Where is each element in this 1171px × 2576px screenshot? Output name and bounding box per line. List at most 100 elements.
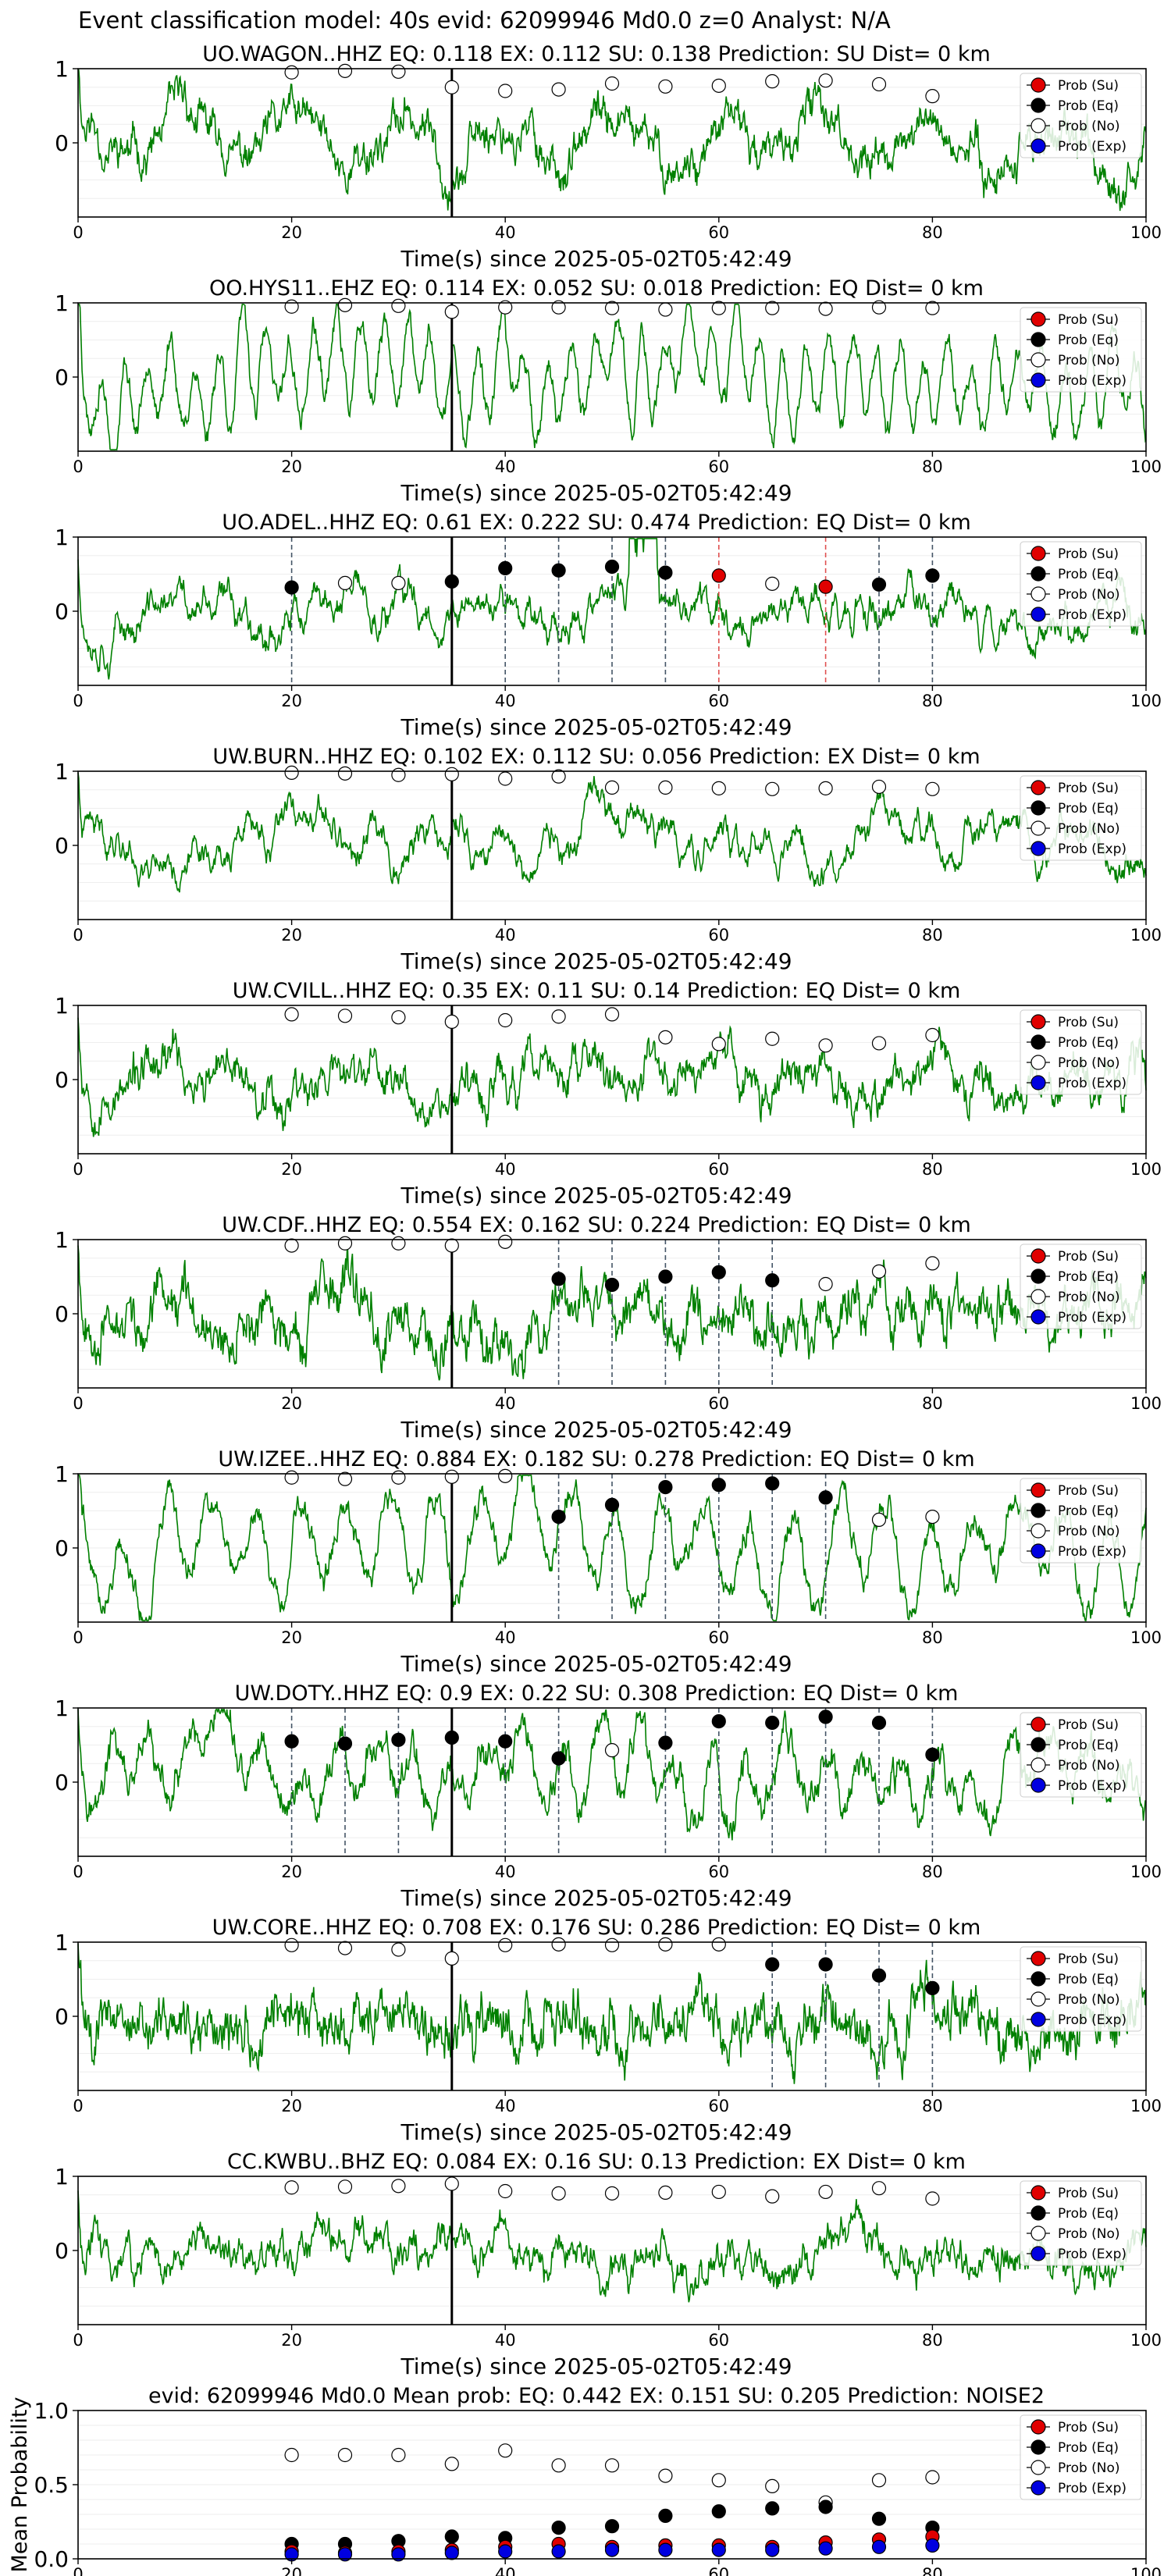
mean-prob-point-eq (871, 2511, 887, 2526)
mean-prob-point-exp (551, 2544, 566, 2559)
prob-marker-no (391, 1470, 406, 1485)
legend-box (1020, 1946, 1142, 2032)
prob-marker-no (925, 2191, 940, 2206)
x-tick-label: 40 (495, 2331, 516, 2350)
y-tick-label: 0 (55, 1770, 69, 1795)
y-tick-label: 0.5 (34, 2472, 69, 2498)
legend-label-exp: Prob (Exp) (1058, 2247, 1127, 2262)
prob-marker-no (337, 63, 353, 78)
mean-prob-point-eq (658, 2508, 673, 2523)
x-tick-label: 20 (281, 1160, 302, 1179)
legend-marker-no (1030, 820, 1046, 836)
prob-marker-no (284, 1470, 299, 1485)
x-tick-label: 20 (281, 2097, 302, 2115)
legend-label-no: Prob (No) (1058, 587, 1120, 603)
y-axis-label: Mean Probability (8, 2397, 32, 2573)
prob-marker-no (925, 89, 940, 104)
legend-label-exp: Prob (Exp) (1058, 2481, 1127, 2496)
y-tick-label: 1.0 (34, 2398, 69, 2424)
mean-prob-point-no (711, 2473, 726, 2488)
prob-marker-no (337, 1941, 353, 1955)
prob-marker-eq (604, 1497, 620, 1513)
x-tick-label: 60 (708, 1863, 729, 1881)
x-tick-label: 20 (281, 2565, 302, 2576)
panel-title: OO.HYS11..EHZ EQ: 0.114 EX: 0.052 SU: 0.… (209, 276, 984, 301)
x-tick-label: 100 (1130, 2331, 1162, 2350)
legend-label-su: Prob (Su) (1058, 781, 1119, 796)
x-tick-label: 0 (73, 926, 83, 945)
y-tick-label: 1 (55, 525, 69, 550)
prob-marker-no (284, 2180, 299, 2195)
x-tick-label: 0 (73, 1628, 83, 1647)
y-tick-label: 0 (55, 1535, 69, 1561)
prob-marker-no (284, 65, 299, 80)
mean-prob-point-exp (604, 2542, 620, 2557)
prob-marker-no (551, 82, 566, 97)
legend-box (1020, 2180, 1142, 2266)
prob-marker-eq (925, 1747, 940, 1762)
prob-marker-no (551, 1937, 566, 1952)
prob-marker-no (337, 2179, 353, 2194)
x-tick-label: 80 (922, 926, 943, 945)
legend-marker-eq (1030, 1503, 1046, 1518)
legend-marker-su (1030, 2419, 1046, 2435)
prob-marker-no (765, 74, 780, 89)
x-tick-label: 60 (708, 1628, 729, 1647)
prob-marker-no (925, 301, 940, 315)
y-tick-label: 1 (55, 759, 69, 785)
legend-label-no: Prob (No) (1058, 1992, 1120, 2008)
mean-prob-point-eq (765, 2501, 780, 2516)
mean-prob-point-eq (551, 2521, 566, 2535)
legend-label-eq: Prob (Eq) (1058, 1972, 1119, 1987)
prob-marker-eq (337, 1736, 353, 1751)
panel-title: UW.BURN..HHZ EQ: 0.102 EX: 0.112 SU: 0.0… (212, 745, 980, 769)
panel-title: UW.CDF..HHZ EQ: 0.554 EX: 0.162 SU: 0.22… (222, 1213, 971, 1237)
legend-marker-exp (1030, 1309, 1046, 1325)
legend-marker-su (1030, 2185, 1046, 2201)
prob-marker-no (604, 1743, 620, 1758)
prob-marker-eq (658, 1735, 673, 1750)
mean-prob-point-exp (711, 2542, 726, 2557)
legend-marker-eq (1030, 800, 1046, 816)
legend-marker-exp (1030, 1777, 1046, 1793)
legend-label-eq: Prob (Eq) (1058, 1269, 1119, 1285)
prob-marker-no (284, 1007, 299, 1022)
legend-label-no: Prob (No) (1058, 1758, 1120, 1774)
x-tick-label: 20 (281, 223, 302, 242)
legend-marker-exp (1030, 607, 1046, 622)
prob-marker-eq (391, 1732, 406, 1747)
prob-marker-no (818, 2184, 833, 2200)
legend-marker-su (1030, 1248, 1046, 1264)
legend-marker-su (1030, 1482, 1046, 1498)
y-tick-label: 1 (55, 56, 69, 82)
waveform-trace (77, 772, 1147, 893)
legend-box (1020, 307, 1142, 393)
prob-marker-no (604, 76, 620, 91)
legend-marker-su (1030, 1951, 1046, 1966)
x-axis-label: Time(s) since 2025-05-02T05:42:49 (400, 1183, 792, 1208)
legend-box (1020, 775, 1142, 861)
legend-marker-no (1030, 1055, 1046, 1070)
y-tick-label: 1 (55, 1461, 69, 1487)
prob-marker-no (498, 771, 513, 786)
prob-marker-no (391, 767, 406, 782)
y-tick-label: 1 (55, 993, 69, 1019)
legend-label-exp: Prob (Exp) (1058, 607, 1127, 623)
x-tick-label: 60 (708, 457, 729, 476)
legend-label-eq: Prob (Eq) (1058, 1738, 1119, 1753)
x-tick-label: 0 (73, 457, 83, 476)
prob-marker-eq (551, 563, 566, 578)
prob-marker-eq (658, 1479, 673, 1495)
legend-marker-su (1030, 77, 1046, 93)
prob-marker-su (818, 579, 833, 594)
prob-marker-no (604, 1007, 620, 1022)
prob-marker-no (391, 64, 406, 79)
mean-prob-point-no (337, 2447, 353, 2463)
mean-prob-point-exp (871, 2539, 887, 2554)
prob-marker-no (711, 78, 726, 93)
prob-marker-no (871, 1512, 887, 1528)
prob-marker-no (658, 2185, 673, 2200)
legend-marker-eq (1030, 2439, 1046, 2455)
prob-marker-no (444, 1951, 459, 1966)
mean-prob-point-exp (925, 2538, 940, 2553)
